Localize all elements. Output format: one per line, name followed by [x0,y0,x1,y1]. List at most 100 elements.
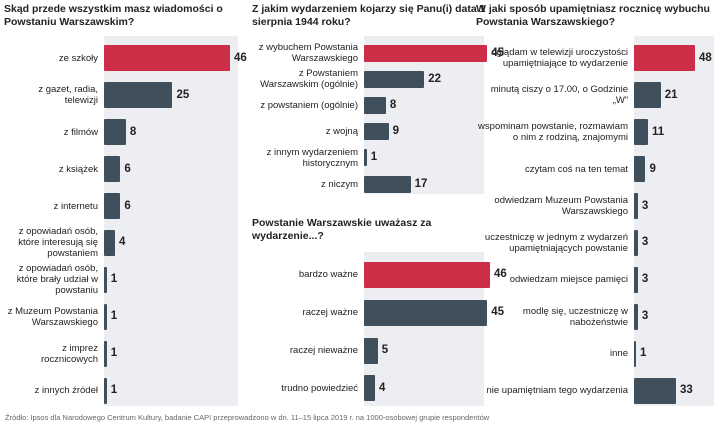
source-note: Źródło: Ipsos dla Narodowego Centrum Kul… [5,413,490,422]
chart-panel-2: Z jakim wydarzeniem kojarzy się Panu(i) … [252,0,504,410]
bar [364,149,367,167]
bar [104,266,107,293]
value-label: 3 [641,199,649,212]
value-label: 8 [389,99,397,111]
category-label: inne [610,348,628,360]
category-label: z wybuchem Powstania Warszawskiego [258,42,358,65]
category-label: minutą ciszy o 17.00, o Godzinie „W” [490,84,628,107]
value-label: 3 [641,273,649,286]
chart-title: W jaki sposób upamiętniasz rocznicę wybu… [476,3,710,28]
value-label: 1 [110,273,118,286]
bar-area [364,36,484,194]
bar [104,82,173,109]
value-label: 46 [494,268,507,281]
bar [104,193,121,220]
value-label: 48 [699,51,712,64]
category-label: raczej nieważne [289,345,358,356]
bar [634,266,638,293]
value-label: 1 [110,310,118,323]
value-label: 21 [664,88,678,101]
bar [104,303,107,330]
bar [364,375,375,402]
value-label: 1 [110,347,118,360]
category-label: trudno powiedzieć [281,382,358,394]
bar [634,340,636,367]
value-label: 9 [649,162,656,175]
category-label: modlę się, uczestniczę w nabożeństwie [522,305,628,328]
bar [104,377,107,404]
category-label: z książek [58,163,98,175]
bar [364,123,389,141]
value-label: 6 [124,199,131,212]
value-label: 22 [428,72,442,85]
value-label: 4 [378,381,386,394]
bar [364,70,425,88]
category-label: uczestniczę w jednym z wydarzeń upamiętn… [484,231,628,254]
bar [104,45,230,72]
category-label: nie upamiętniam tego wydarzenia [486,385,628,397]
category-label: z opowiadań osób, które interesują się p… [18,226,98,260]
category-label: ze szkoły [58,52,98,64]
value-label: 25 [176,88,190,101]
category-label: odwiedzam miejsce pamięci [509,274,628,286]
bar [634,119,648,146]
category-label: z niczym [321,178,358,190]
category-label: bardzo ważne [298,269,358,281]
value-label: 1 [110,384,118,397]
bar [104,229,115,256]
value-label: 5 [381,344,389,356]
category-label: odwiedzam Muzeum Powstania Warszawskiego [494,195,628,218]
value-label: 4 [118,236,126,249]
chart-title: Skąd przede wszystkim masz wiadomości o … [4,3,223,28]
chart-panel-1: Skąd przede wszystkim masz wiadomości o … [4,0,247,410]
bar [634,82,661,109]
bar [364,337,378,364]
value-label: 1 [640,347,647,360]
category-label: z gazet, radia, telewizji [38,84,98,107]
bar [104,156,121,183]
value-label: 45 [491,46,505,59]
category-label: oglądam w telewizji uroczystości upamięt… [491,47,628,70]
category-label: czytam coś na ten temat [525,163,628,175]
value-label: 17 [414,177,428,190]
bar [634,377,676,404]
chart-panel-3: Powstanie Warszawskie uważasz za wydarze… [252,0,507,410]
category-label: z wojną [325,126,358,138]
category-label: wspominam powstanie, rozmawiam o nim z r… [478,121,628,144]
chart-panel-4: W jaki sposób upamiętniasz rocznicę wybu… [476,0,716,410]
category-label: z powstaniem (ogólnie) [260,100,358,111]
bar [634,303,638,330]
value-label: 6 [124,162,131,175]
bar [364,175,411,193]
bar [104,119,126,146]
bar [634,229,638,256]
category-label: z imprez rocznicowych [40,342,98,365]
chart-title: Z jakim wydarzeniem kojarzy się Panu(i) … [252,3,486,28]
value-label: 9 [392,125,400,138]
bar [364,261,490,288]
bar [634,45,695,72]
value-label: 45 [491,306,505,319]
bar [104,340,107,367]
bar [364,299,488,326]
value-label: 33 [679,384,693,397]
category-label: z opowiadań osób, które brały udział w p… [16,263,98,297]
value-label: 3 [641,236,649,249]
bar [634,156,646,183]
category-label: z innych źródeł [34,385,98,397]
bar [634,193,638,220]
chart-title: Powstanie Warszawskie uważasz za wydarze… [252,217,432,242]
category-label: z internetu [53,200,98,212]
category-label: z filmów [63,126,98,138]
value-label: 11 [651,125,665,138]
category-label: z innym wydarzeniem historycznym [266,146,358,169]
category-label: z Muzeum Powstania Warszawskiego [7,305,98,328]
value-label: 8 [129,125,137,138]
value-label: 46 [234,51,247,64]
value-label: 1 [370,151,378,164]
bar [364,44,488,62]
category-label: raczej ważne [302,307,358,319]
value-label: 3 [641,310,649,323]
bar [364,97,386,114]
category-label: z Powstaniem Warszawskim (ogólnie) [260,68,358,91]
